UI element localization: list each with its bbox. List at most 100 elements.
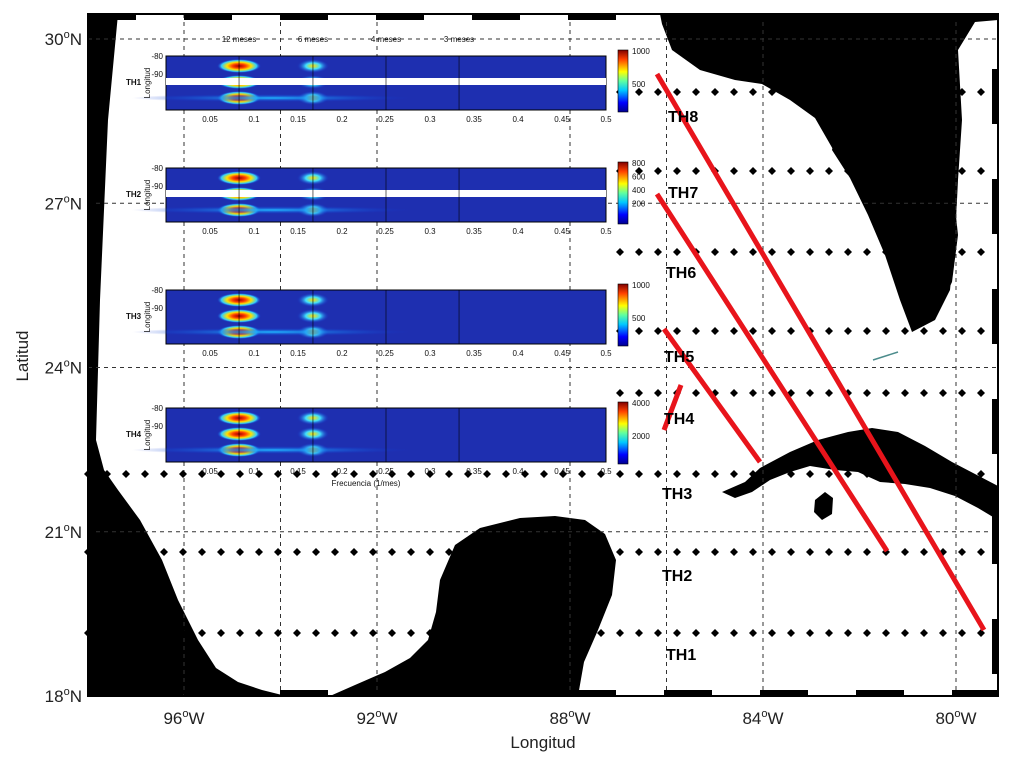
- panel-x-tick: 0.1: [248, 227, 260, 236]
- panel-x-tick: 0.3: [424, 349, 436, 358]
- y-axis-label: Latitud: [13, 330, 32, 381]
- colorbar-tick: 600: [632, 173, 646, 182]
- transect-dot: [730, 389, 738, 397]
- x-axis-label: Longitud: [510, 733, 575, 752]
- transect-dot: [236, 548, 244, 556]
- transect-dot: [217, 470, 225, 478]
- transect-dot: [255, 629, 263, 637]
- transect-dot: [179, 548, 187, 556]
- transect-dot: [901, 629, 909, 637]
- transect-dot: [806, 629, 814, 637]
- panel-name: TH1: [126, 78, 142, 87]
- panel-x-tick: 0.5: [600, 349, 612, 358]
- transect-dot: [844, 629, 852, 637]
- transect-dot: [806, 167, 814, 175]
- transect-dot: [844, 88, 852, 96]
- transect-dot: [122, 470, 130, 478]
- map-axes: 96oW 92oW 88oW 84oW 80oW 30oN 27oN 24oN 21oN 18oN: [45, 29, 977, 728]
- frame-segment: [280, 14, 328, 20]
- transect-dot: [768, 167, 776, 175]
- transect-label-th4: TH4: [664, 411, 694, 428]
- transect-dot: [350, 629, 358, 637]
- frame-segment: [376, 14, 424, 20]
- transect-dot: [350, 470, 358, 478]
- lon-tick-label: 92oW: [356, 708, 397, 728]
- transect-dot: [388, 470, 396, 478]
- panel-x-tick: 0.35: [466, 227, 482, 236]
- transect-dot: [958, 327, 966, 335]
- colorbar-tick: 500: [632, 80, 646, 89]
- transect-label-th8: TH8: [668, 109, 698, 126]
- colorbar: [617, 401, 629, 465]
- transect-dot: [673, 88, 681, 96]
- transect-dot: [920, 327, 928, 335]
- transect-dot: [920, 629, 928, 637]
- transect-dot: [730, 248, 738, 256]
- transect-dot: [863, 248, 871, 256]
- transect-dot: [217, 548, 225, 556]
- transect-label-th6: TH6: [666, 265, 696, 282]
- transect-dot: [882, 167, 890, 175]
- transect-dot: [939, 88, 947, 96]
- transect-dot: [407, 548, 415, 556]
- transect-dot: [255, 470, 263, 478]
- transect-dot: [635, 389, 643, 397]
- lat-tick-label: 30oN: [45, 29, 82, 49]
- transect-dot: [863, 629, 871, 637]
- lat-tick-label: 24oN: [45, 358, 82, 378]
- panel-y-tick: -80: [151, 52, 163, 61]
- transect-dot: [939, 248, 947, 256]
- transect-dot: [179, 470, 187, 478]
- transect-dot: [692, 88, 700, 96]
- spectral-panel-th2: TH2 Longitud -80 -90 0.05 0.1 0.15 0.2 0.25 0.3 0.…: [126, 159, 646, 236]
- transect-dot: [844, 327, 852, 335]
- frame-segment: [472, 14, 520, 20]
- transect-dot: [806, 470, 814, 478]
- transect-dot: [692, 327, 700, 335]
- spectral-panel-th4: TH4 Longitud -80 -90 0.05 0.1 0.15 0.2 0.25 0.3 0.…: [126, 399, 650, 476]
- transect-dot: [787, 88, 795, 96]
- transect-dot: [293, 548, 301, 556]
- transect-dot: [274, 548, 282, 556]
- red-transect: [661, 327, 763, 464]
- frame-outline: [87, 13, 999, 697]
- transect-dot: [825, 88, 833, 96]
- transect-dot: [331, 470, 339, 478]
- red-transect-lines: [654, 72, 987, 632]
- panel-y-tick: -90: [151, 422, 163, 431]
- transect-dot: [673, 470, 681, 478]
- panel-x-tick: 0.15: [290, 115, 306, 124]
- transect-dot: [901, 389, 909, 397]
- frame-segment: [856, 14, 904, 20]
- transect-dot: [521, 629, 529, 637]
- frame-segment: [568, 14, 616, 20]
- transect-dot: [977, 548, 985, 556]
- transect-dot: [673, 629, 681, 637]
- transect-dot: [730, 88, 738, 96]
- panel-x-tick: 0.1: [248, 349, 260, 358]
- colorbar-tick: 4000: [632, 399, 650, 408]
- transect-dot: [445, 629, 453, 637]
- transect-dot: [293, 470, 301, 478]
- transect-label-th7: TH7: [668, 185, 698, 202]
- transect-dot: [692, 167, 700, 175]
- transect-dot: [635, 88, 643, 96]
- transect-dot: [388, 548, 396, 556]
- transect-dot: [882, 389, 890, 397]
- transect-dot: [502, 470, 510, 478]
- transect-dot: [293, 629, 301, 637]
- transect-dot: [312, 470, 320, 478]
- transect-dot: [787, 327, 795, 335]
- lon-tick-label: 88oW: [549, 708, 590, 728]
- frame-segment: [88, 69, 94, 124]
- transect-dot: [673, 327, 681, 335]
- frame-segment: [472, 690, 520, 696]
- transect-dot: [673, 248, 681, 256]
- transect-dot: [882, 327, 890, 335]
- panel-x-tick: 0.1: [248, 115, 260, 124]
- period-label: 6 meses: [298, 35, 328, 44]
- panel-x-tick: 0.05: [202, 115, 218, 124]
- transect-dot: [730, 167, 738, 175]
- panel-x-tick: 0.4: [512, 115, 524, 124]
